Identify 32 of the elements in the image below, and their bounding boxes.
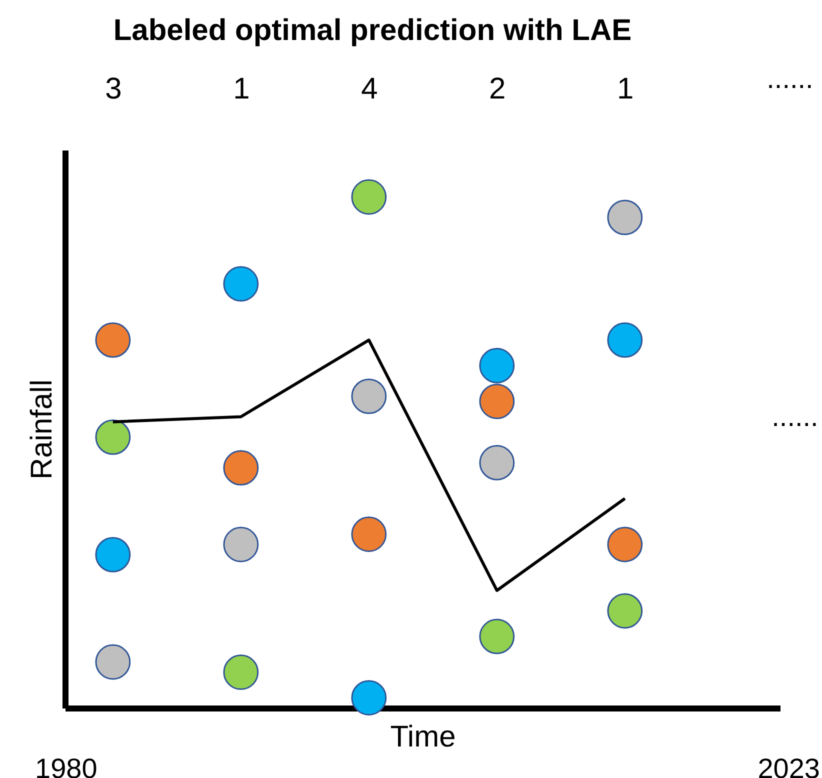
y-axis-title: Rainfall	[26, 379, 58, 480]
x-tick-label: 1	[617, 72, 634, 106]
x-axis-title: Time	[390, 720, 456, 754]
point	[351, 680, 387, 716]
point	[95, 420, 131, 455]
point	[95, 537, 131, 572]
point	[351, 516, 387, 552]
x-tick-label: 4	[361, 72, 378, 106]
text: 2023	[758, 753, 820, 778]
point	[479, 618, 515, 654]
point	[351, 378, 387, 414]
point	[223, 266, 259, 302]
point	[607, 200, 643, 236]
point	[479, 445, 515, 480]
x-tick-label: 1	[233, 72, 250, 106]
x-tick-label: 3	[105, 72, 122, 106]
annotation: ......	[772, 401, 818, 432]
text: ......	[766, 63, 814, 94]
point	[607, 593, 643, 629]
point	[223, 654, 259, 690]
point	[479, 348, 515, 384]
point	[607, 526, 643, 562]
x-tick-label: 2	[489, 72, 506, 106]
point	[607, 322, 643, 358]
chart-title: Labeled optimal prediction with LAE	[113, 14, 632, 47]
text: 1980	[35, 753, 98, 778]
point	[479, 384, 515, 420]
point	[223, 526, 259, 562]
point	[351, 179, 387, 215]
point	[223, 450, 259, 486]
point	[95, 322, 131, 358]
point	[95, 644, 131, 680]
